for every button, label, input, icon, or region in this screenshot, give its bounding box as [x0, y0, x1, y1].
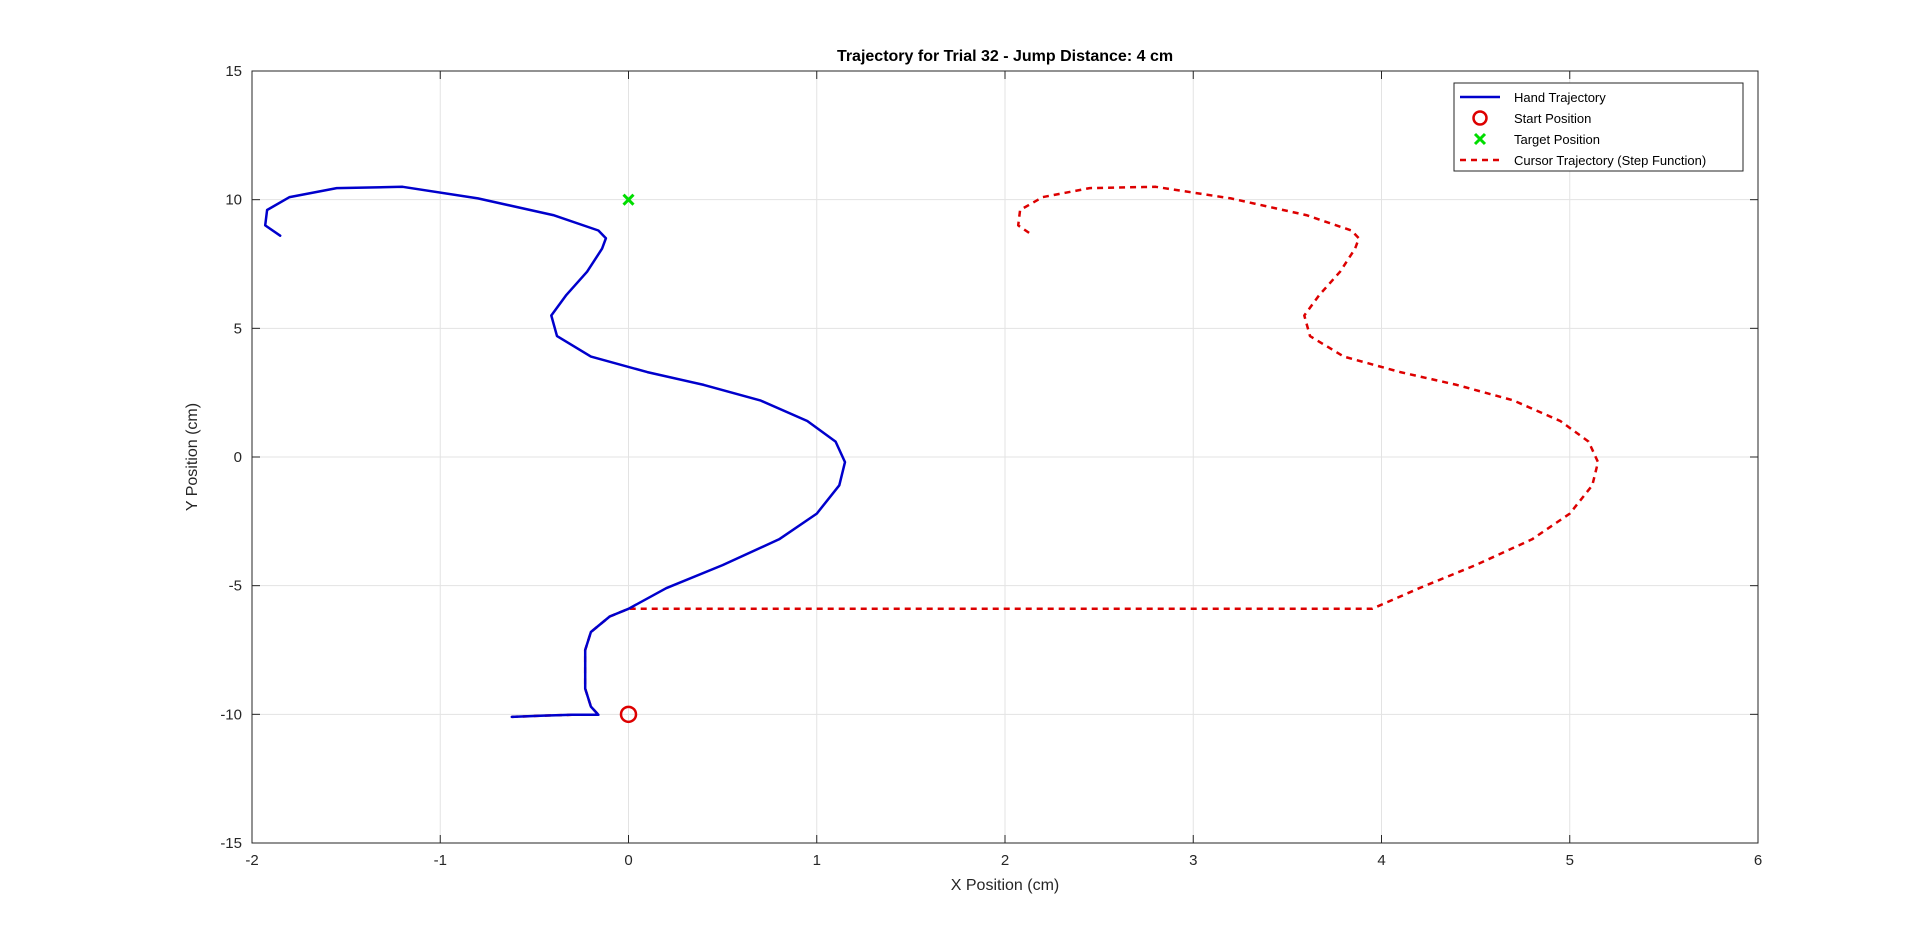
y-axis-label: Y Position (cm) — [184, 403, 201, 511]
x-axis-label: X Position (cm) — [951, 877, 1059, 894]
x-tick-label: 4 — [1377, 852, 1385, 869]
x-tick-label: 5 — [1566, 852, 1574, 869]
legend-entry-label: Hand Trajectory — [1514, 90, 1606, 105]
legend-swatch-start-position — [1472, 110, 1488, 126]
hand-trajectory-line — [263, 185, 847, 719]
x-tick-label: 2 — [1001, 852, 1009, 869]
legend-entry-label: Cursor Trajectory (Step Function) — [1514, 153, 1706, 168]
legend: Hand Trajectory Start Position Target Posi… — [1453, 82, 1744, 172]
legend-entry-label: Start Position — [1514, 111, 1591, 126]
y-tick-label: -15 — [220, 835, 242, 852]
grid — [252, 71, 1758, 843]
legend-entry-label: Target Position — [1514, 132, 1600, 147]
target-position-marker — [622, 193, 635, 206]
x-tick-label: 1 — [813, 852, 821, 869]
x-tick-label: 0 — [624, 852, 632, 869]
legend-swatch-target-position — [1473, 132, 1487, 146]
y-tick-label: 5 — [234, 320, 242, 337]
cursor-trajectory-line — [511, 185, 1600, 719]
x-tick-label: 3 — [1189, 852, 1197, 869]
y-tick-label: -5 — [229, 578, 242, 595]
y-tick-label: 0 — [234, 449, 242, 466]
y-tick-label: 10 — [225, 192, 242, 209]
start-position-marker — [619, 705, 638, 724]
x-tick-label: -1 — [434, 852, 447, 869]
x-tick-label: -2 — [245, 852, 258, 869]
chart-title: Trajectory for Trial 32 - Jump Distance:… — [837, 48, 1173, 65]
y-tick-label: 15 — [225, 63, 242, 80]
x-tick-label: 6 — [1754, 852, 1762, 869]
series-layer — [263, 185, 1600, 724]
legend-box — [1453, 82, 1744, 172]
y-tick-label: -10 — [220, 706, 242, 723]
